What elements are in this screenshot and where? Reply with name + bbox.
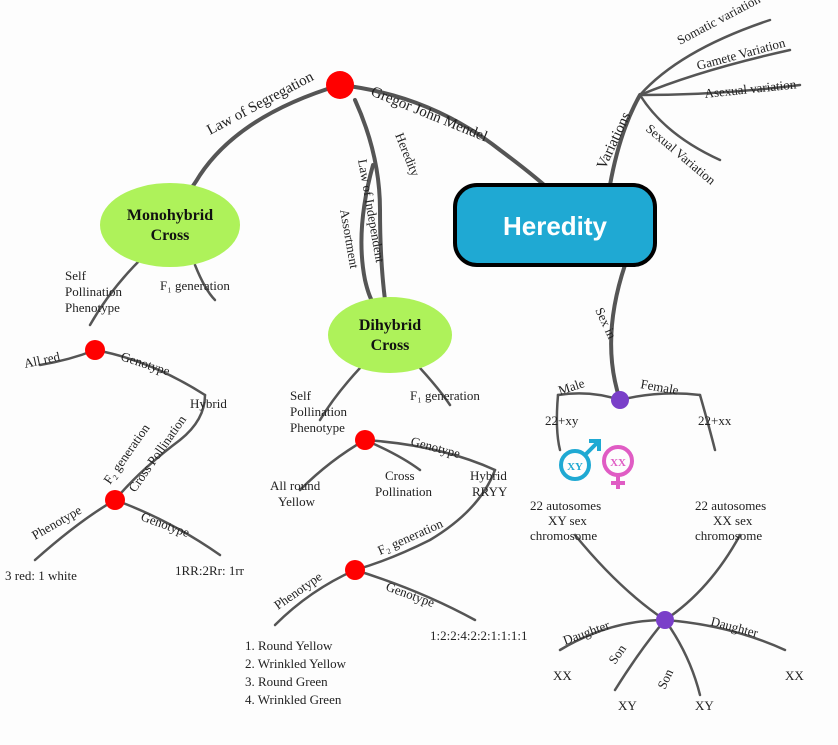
label-f-xx: XX sex (713, 513, 753, 528)
label-m22: 22+xy (545, 413, 579, 428)
label-genotype2: Genotype (139, 509, 192, 540)
svg-text:Monohybrid: Monohybrid (127, 207, 213, 224)
junction-mono-2 (105, 490, 125, 510)
junction-di-2 (345, 560, 365, 580)
label-di-rryy: RRYY (472, 484, 508, 499)
junction-di-1 (355, 430, 375, 450)
label-pheno-list2: 2. Wrinkled Yellow (245, 656, 347, 671)
label-three-red: 3 red: 1 white (5, 568, 77, 583)
svg-text:Cross: Cross (371, 337, 410, 354)
label-di-genotype: Genotype (409, 433, 462, 461)
label-pheno-list4: 4. Wrinkled Green (245, 692, 342, 707)
label-m-xy: XY sex (548, 513, 587, 528)
label-daughter-r: Daughter (709, 613, 760, 640)
label-di-crosspoll1: Cross (385, 468, 415, 483)
label-di-phenotype: Phenotype (290, 420, 345, 435)
label-f-auto: 22 autosomes (695, 498, 766, 513)
label-assort: Assortment (337, 208, 362, 270)
label-ratio-mono: 1RR:2Rr: 1rr (175, 563, 245, 578)
edge-male-auto-down (575, 535, 665, 620)
label-di-crosspoll2: Pollination (375, 484, 433, 499)
svg-text:Cross: Cross (151, 227, 190, 244)
junction-family (656, 611, 674, 629)
label-f-chr: chromosome (695, 528, 762, 543)
label-fam-xy-l: XY (618, 698, 637, 713)
label-phenotype2: Phenotype (29, 502, 84, 543)
label-genotype: Genotype (119, 349, 172, 379)
label-di-allround: All round (270, 478, 321, 493)
label-law-seg: Law of Segregation (204, 69, 316, 139)
label-ratio-di: 1:2:2:4:2:2:1:1:1:1 (430, 628, 528, 643)
label-all-red: All red (23, 349, 62, 371)
node-dihybrid: Dihybrid Cross (328, 297, 452, 373)
label-di-yellow: Yellow (278, 494, 316, 509)
label-di-geno: Genotype (384, 579, 437, 610)
label-di-self: Self (290, 388, 312, 403)
label-m-chr: chromosome (530, 528, 597, 543)
label-fam-xx-r: XX (785, 668, 804, 683)
junction-top (326, 71, 354, 99)
junction-sex (611, 391, 629, 409)
label-son-r: Son (654, 666, 676, 691)
label-heredity-edge: Heredity (392, 131, 423, 179)
svg-text:XX: XX (610, 457, 626, 469)
label-asexual: Asexual variation (704, 76, 798, 101)
label-fam-xy-r: XY (695, 698, 714, 713)
label-son-l: Son (605, 641, 629, 667)
label-sex-in: Sex in (592, 305, 620, 342)
svg-text:Heredity: Heredity (503, 211, 608, 241)
label-gregor: Gregor John Mendel (369, 84, 490, 145)
label-hybrid: Hybrid (190, 396, 227, 411)
female-symbol-icon: XX (604, 447, 632, 489)
label-f1: F₁ generation (160, 278, 230, 293)
svg-text:Dihybrid: Dihybrid (359, 317, 421, 334)
label-fam-xx-l: XX (553, 668, 572, 683)
junction-mono-1 (85, 340, 105, 360)
label-pheno-list1: 1. Round Yellow (245, 638, 333, 653)
label-di-f1: F₁ generation (410, 388, 480, 403)
node-heredity-root: Heredity (455, 185, 655, 265)
label-pollination: Pollination (65, 284, 123, 299)
label-self: Self (65, 268, 87, 283)
male-symbol-icon: XY (561, 441, 599, 479)
label-di-hybrid: Hybrid (470, 468, 507, 483)
label-pheno-list3: 3. Round Green (245, 674, 328, 689)
label-di-pollination: Pollination (290, 404, 348, 419)
label-phenotype: Phenotype (65, 300, 120, 315)
edge-female-auto-down (665, 535, 740, 620)
node-monohybrid: Monohybrid Cross (100, 183, 240, 267)
label-m-auto: 22 autosomes (530, 498, 601, 513)
svg-text:XY: XY (567, 461, 583, 473)
label-f22: 22+xx (698, 413, 732, 428)
label-daughter-l: Daughter (561, 617, 612, 648)
